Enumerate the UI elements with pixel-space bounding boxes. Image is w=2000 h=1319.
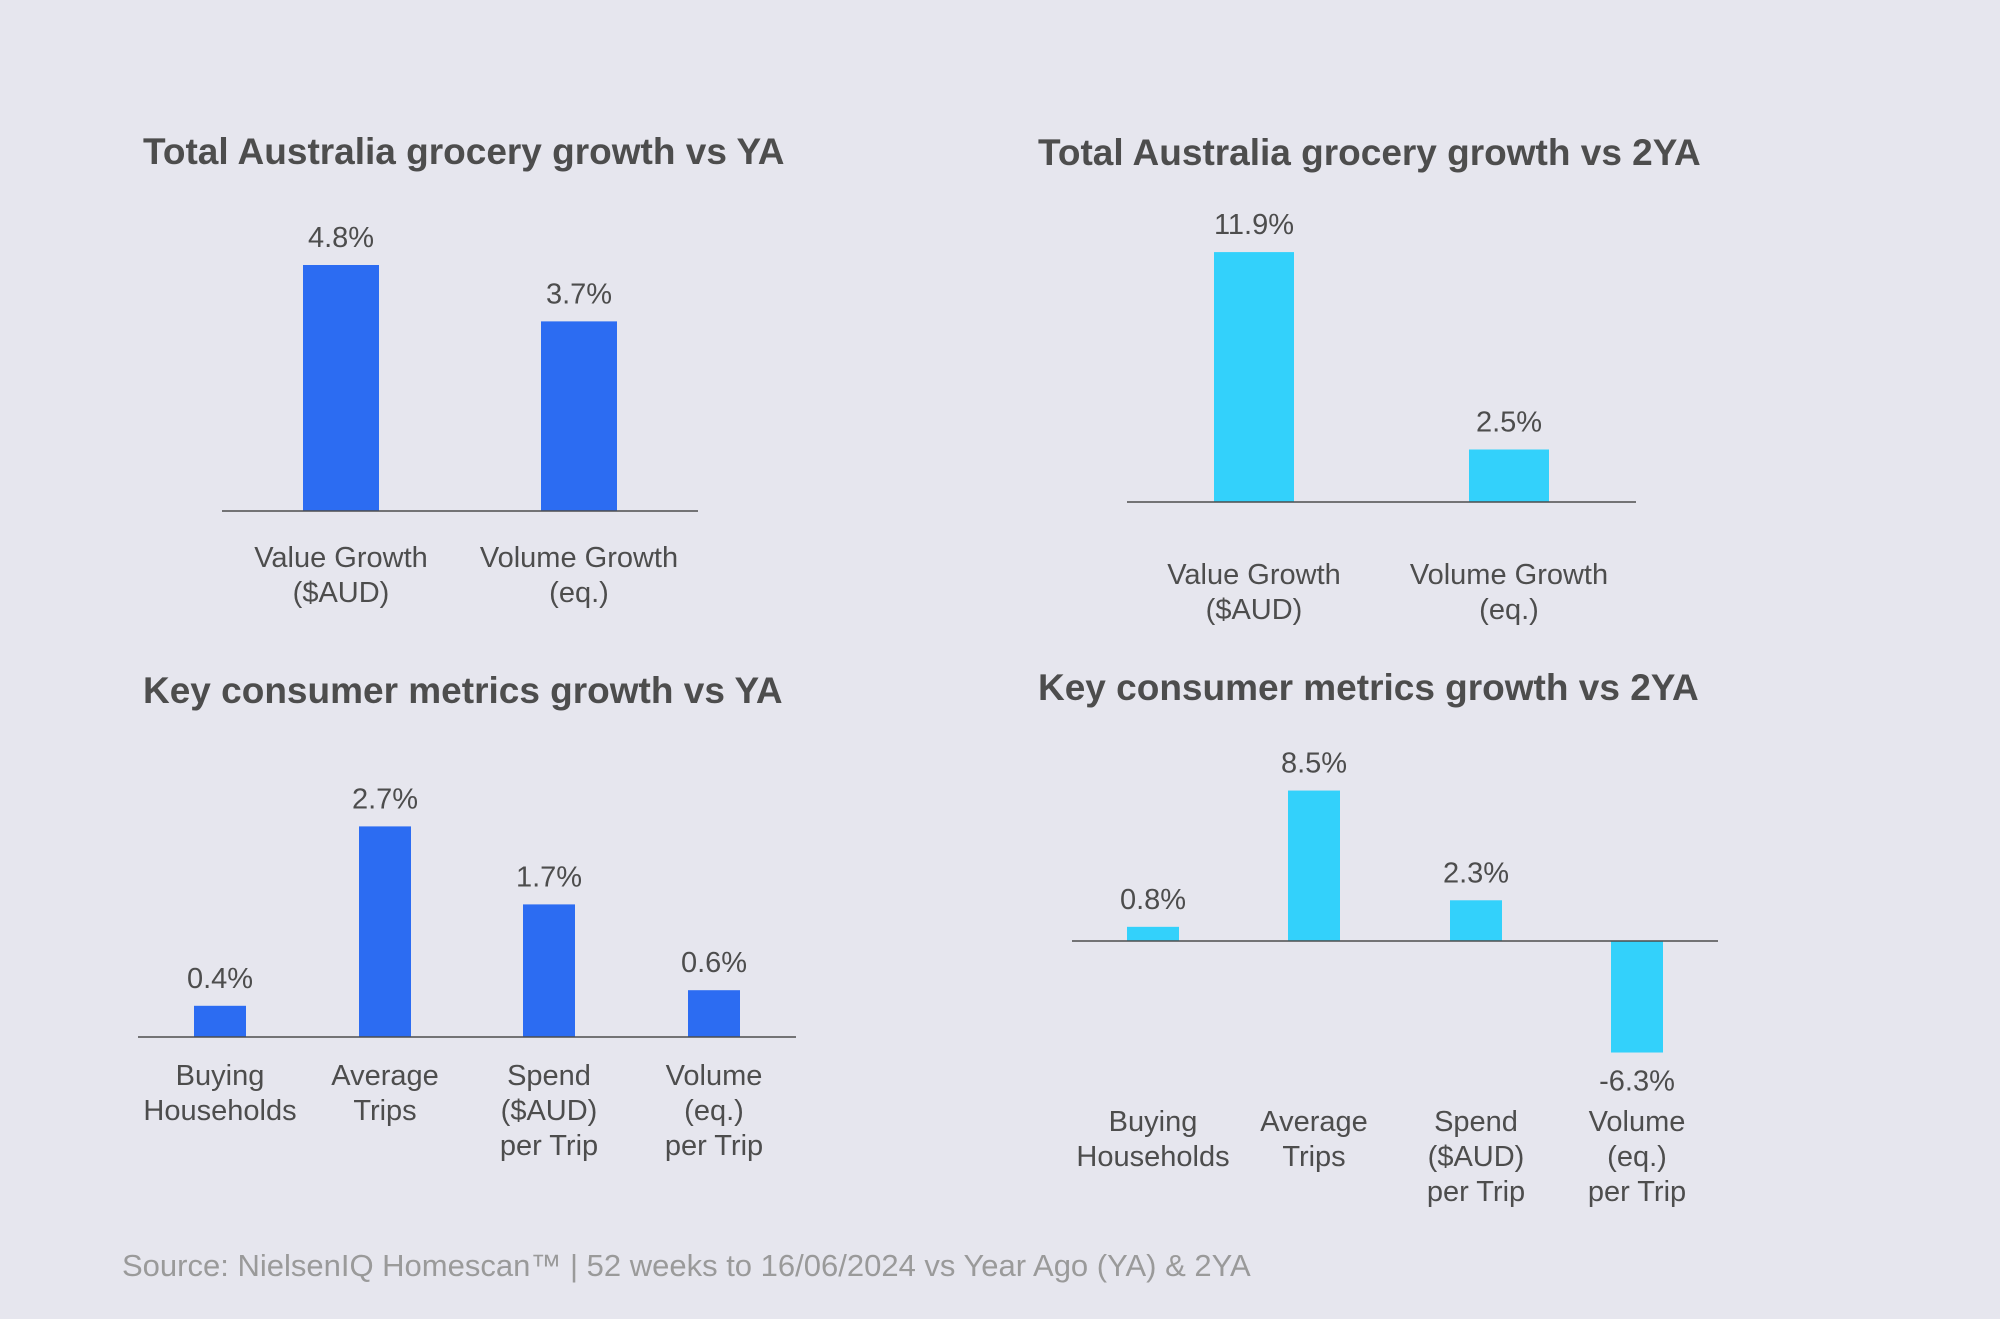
data-label: 0.8% — [1120, 884, 1186, 916]
category-label-line: Volume Growth — [1410, 559, 1608, 591]
category-label-line: (eq.) — [1607, 1141, 1667, 1173]
category-label: Spend ($AUD) per Trip — [500, 1060, 598, 1162]
category-label-line: Trips — [1282, 1141, 1345, 1173]
category-label-line: ($AUD) — [293, 577, 390, 609]
category-label-line: Average — [1260, 1106, 1368, 1138]
category-label-line: per Trip — [665, 1130, 763, 1162]
chart-title-grocery-2ya: Total Australia grocery growth vs 2YA — [1038, 132, 1701, 173]
category-label: Buying Households — [1076, 1106, 1229, 1173]
chart-2: 11.9% Value Growth ($AUD) 2.5% Volume Growth… — [1127, 209, 1636, 626]
category-label-line: Buying — [176, 1060, 265, 1092]
chart-title-metrics-ya: Key consumer metrics growth vs YA — [143, 670, 783, 711]
data-label: 4.8% — [308, 222, 374, 254]
bar — [541, 321, 617, 511]
data-label: 3.7% — [546, 278, 612, 310]
category-label-line: Buying — [1109, 1106, 1198, 1138]
category-label-line: ($AUD) — [501, 1095, 598, 1127]
data-label: 8.5% — [1281, 748, 1347, 780]
category-label-line: Spend — [507, 1060, 591, 1092]
bar — [1214, 252, 1294, 502]
category-label-line: Average — [331, 1060, 439, 1092]
category-label: Buying Households — [143, 1060, 296, 1127]
bar — [688, 990, 740, 1037]
bar — [194, 1005, 246, 1037]
category-label-line: per Trip — [1427, 1176, 1525, 1208]
charts-group: 4.8%Value Growth ($AUD)3.7%Volume Growth(… — [138, 209, 1718, 1208]
category-label-line: Value Growth — [1167, 559, 1341, 591]
data-label: 0.4% — [187, 963, 253, 995]
data-label: 2.7% — [352, 783, 418, 815]
data-label: 11.9% — [1214, 209, 1294, 241]
category-label-line: (eq.) — [1479, 594, 1539, 626]
chart-1: 4.8%Value Growth ($AUD)3.7%Volume Growth(… — [222, 222, 698, 609]
category-label-line: (eq.) — [549, 577, 609, 609]
bar — [303, 265, 379, 511]
category-label: Average Trips — [331, 1060, 439, 1127]
chart-3: 0.4% Buying Households 2.7% Average Trips 1.7%… — [138, 783, 796, 1162]
category-label-line: Volume — [1589, 1106, 1686, 1138]
category-label-line: ($AUD) — [1428, 1141, 1525, 1173]
data-label: 1.7% — [516, 861, 582, 893]
category-label-line: (eq.) — [684, 1095, 744, 1127]
category-label-line: Trips — [353, 1095, 416, 1127]
category-label-line: per Trip — [500, 1130, 598, 1162]
bar — [523, 904, 575, 1037]
bar — [1469, 449, 1549, 502]
category-label-line: Volume — [666, 1060, 763, 1092]
data-label: 2.5% — [1476, 407, 1542, 439]
bar — [1127, 926, 1179, 941]
bar — [1288, 790, 1340, 941]
bar — [1450, 900, 1502, 941]
category-label: Value Growth ($AUD) — [254, 542, 428, 609]
bar — [359, 826, 411, 1037]
category-label-line: Value Growth — [254, 542, 428, 574]
category-label-line: Households — [1076, 1141, 1229, 1173]
category-label: Value Growth ($AUD) — [1167, 559, 1341, 626]
category-label-line: ($AUD) — [1206, 594, 1303, 626]
category-label: Volume (eq.) per Trip — [1588, 1106, 1686, 1208]
category-label: Average Trips — [1260, 1106, 1368, 1173]
category-label-line: Volume Growth — [480, 542, 678, 574]
category-label: Volume Growth (eq.) — [480, 542, 678, 609]
data-label: 0.6% — [681, 947, 747, 979]
data-label: 2.3% — [1443, 857, 1509, 889]
bar — [1611, 941, 1663, 1053]
chart-title-grocery-ya: Total Australia grocery growth vs YA — [143, 131, 785, 172]
chart-title-metrics-2ya: Key consumer metrics growth vs 2YA — [1038, 667, 1699, 708]
category-label-line: per Trip — [1588, 1176, 1686, 1208]
category-label-line: Spend — [1434, 1106, 1518, 1138]
category-label: Volume (eq.) per Trip — [665, 1060, 763, 1162]
chart-4: 0.8% Buying Households 8.5% Average Trips 2.3%… — [1072, 748, 1718, 1208]
category-label: Volume Growth (eq.) — [1410, 559, 1608, 626]
category-label-line: Households — [143, 1095, 296, 1127]
category-label: Spend ($AUD) per Trip — [1427, 1106, 1525, 1208]
source-note: Source: NielsenIQ Homescan™ | 52 weeks t… — [122, 1248, 1251, 1283]
data-label: -6.3% — [1599, 1066, 1675, 1098]
